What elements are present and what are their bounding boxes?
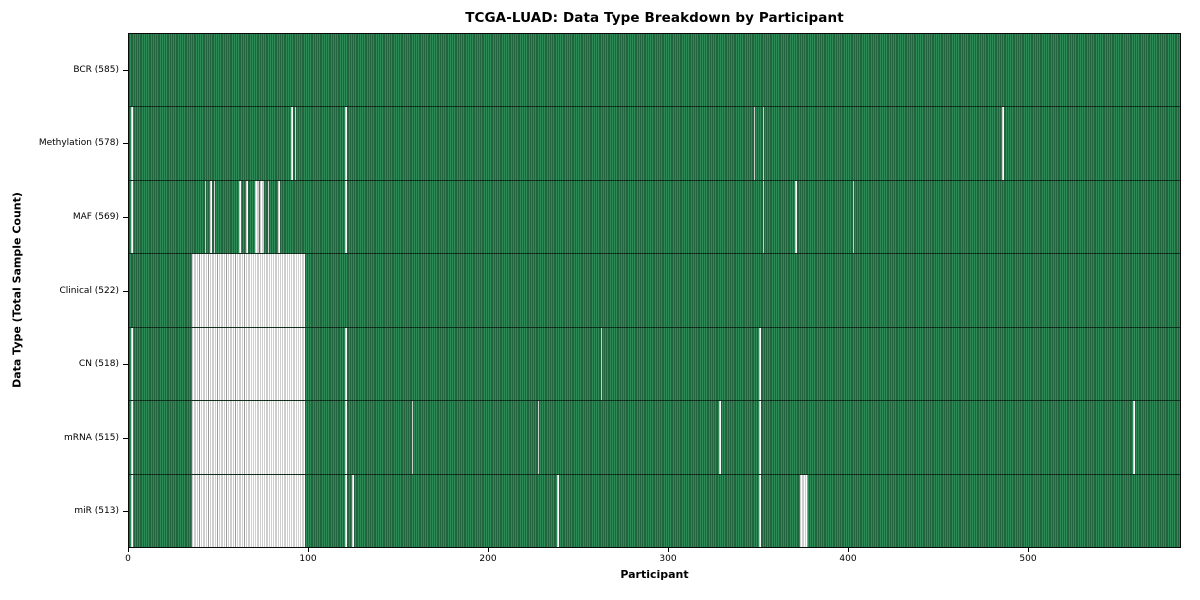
absent-span — [267, 180, 270, 254]
absent-span — [130, 180, 133, 254]
x-tick — [488, 548, 489, 552]
x-tick-label-200: 200 — [479, 554, 497, 564]
y-tick-label-mrna: mRNA (515) — [64, 432, 119, 443]
heatmap-row-mrna — [129, 401, 1180, 475]
absent-span — [238, 180, 241, 254]
absent-span — [192, 327, 306, 401]
absent-span — [719, 401, 722, 474]
y-tick — [123, 364, 128, 366]
y-tick-label-maf: MAF (569) — [72, 211, 119, 222]
absent-span — [204, 180, 207, 254]
absent-span — [192, 401, 306, 474]
absent-span — [352, 474, 354, 547]
absent-span — [255, 180, 259, 254]
absent-span — [852, 180, 855, 254]
x-tick — [848, 548, 849, 552]
x-tick — [128, 548, 129, 552]
absent-span — [762, 180, 765, 254]
absent-span — [800, 474, 808, 547]
absent-span — [130, 107, 133, 180]
absent-span — [795, 180, 797, 254]
y-tick-label-bcr: BCR (585) — [73, 64, 119, 75]
heatmap-row-mir — [129, 474, 1180, 547]
heatmap-rows — [129, 34, 1180, 547]
absent-span — [345, 401, 347, 474]
x-tick — [668, 548, 669, 552]
y-tick-label-methylation: Methylation (578) — [38, 138, 119, 149]
x-tick-label-300: 300 — [659, 554, 677, 564]
y-tick-label-clinical: Clinical (522) — [59, 285, 119, 296]
x-tick — [1028, 548, 1029, 552]
absent-span — [130, 474, 133, 547]
absent-span — [1133, 401, 1136, 474]
heatmap-row-maf — [129, 180, 1180, 255]
absent-span — [130, 327, 133, 401]
absent-span — [762, 107, 765, 180]
x-tick — [308, 548, 309, 552]
y-tick — [123, 437, 128, 439]
absent-span — [260, 180, 264, 254]
heatmap-row-bcr — [129, 34, 1180, 108]
heatmap-row-methylation — [129, 107, 1180, 181]
absent-span — [537, 401, 540, 474]
x-tick-label-500: 500 — [1019, 554, 1037, 564]
absent-span — [1002, 107, 1004, 180]
absent-span — [246, 180, 248, 254]
absent-span — [192, 254, 306, 327]
plot-area: Present Absent — [128, 33, 1181, 548]
absent-span — [210, 180, 212, 254]
y-tick-label-mir: miR (513) — [74, 506, 119, 517]
heatmap-row-cn — [129, 327, 1180, 402]
absent-span — [753, 107, 756, 180]
absent-span — [294, 107, 297, 180]
y-tick-label-cn: CN (518) — [78, 359, 119, 370]
absent-span — [759, 327, 761, 401]
y-tick — [123, 216, 128, 218]
x-tick-label-100: 100 — [299, 554, 317, 564]
x-tick-label-0: 0 — [125, 554, 131, 564]
absent-span — [345, 474, 347, 547]
heatmap-row-clinical — [129, 254, 1180, 328]
absent-span — [557, 474, 560, 547]
absent-span — [213, 180, 216, 254]
absent-span — [411, 401, 414, 474]
y-tick — [123, 511, 128, 513]
absent-span — [278, 180, 281, 254]
y-tick — [123, 290, 128, 292]
absent-span — [345, 327, 347, 401]
absent-span — [759, 474, 761, 547]
chart-title: TCGA-LUAD: Data Type Breakdown by Partic… — [465, 10, 844, 26]
absent-span — [130, 401, 133, 474]
x-tick-label-400: 400 — [839, 554, 857, 564]
absent-span — [345, 107, 347, 180]
absent-span — [759, 401, 761, 474]
absent-span — [345, 180, 347, 254]
y-tick — [123, 69, 128, 71]
absent-span — [192, 474, 306, 547]
y-tick — [123, 143, 128, 145]
absent-span — [600, 327, 603, 401]
absent-span — [291, 107, 293, 180]
x-axis-label: Participant — [620, 568, 689, 581]
